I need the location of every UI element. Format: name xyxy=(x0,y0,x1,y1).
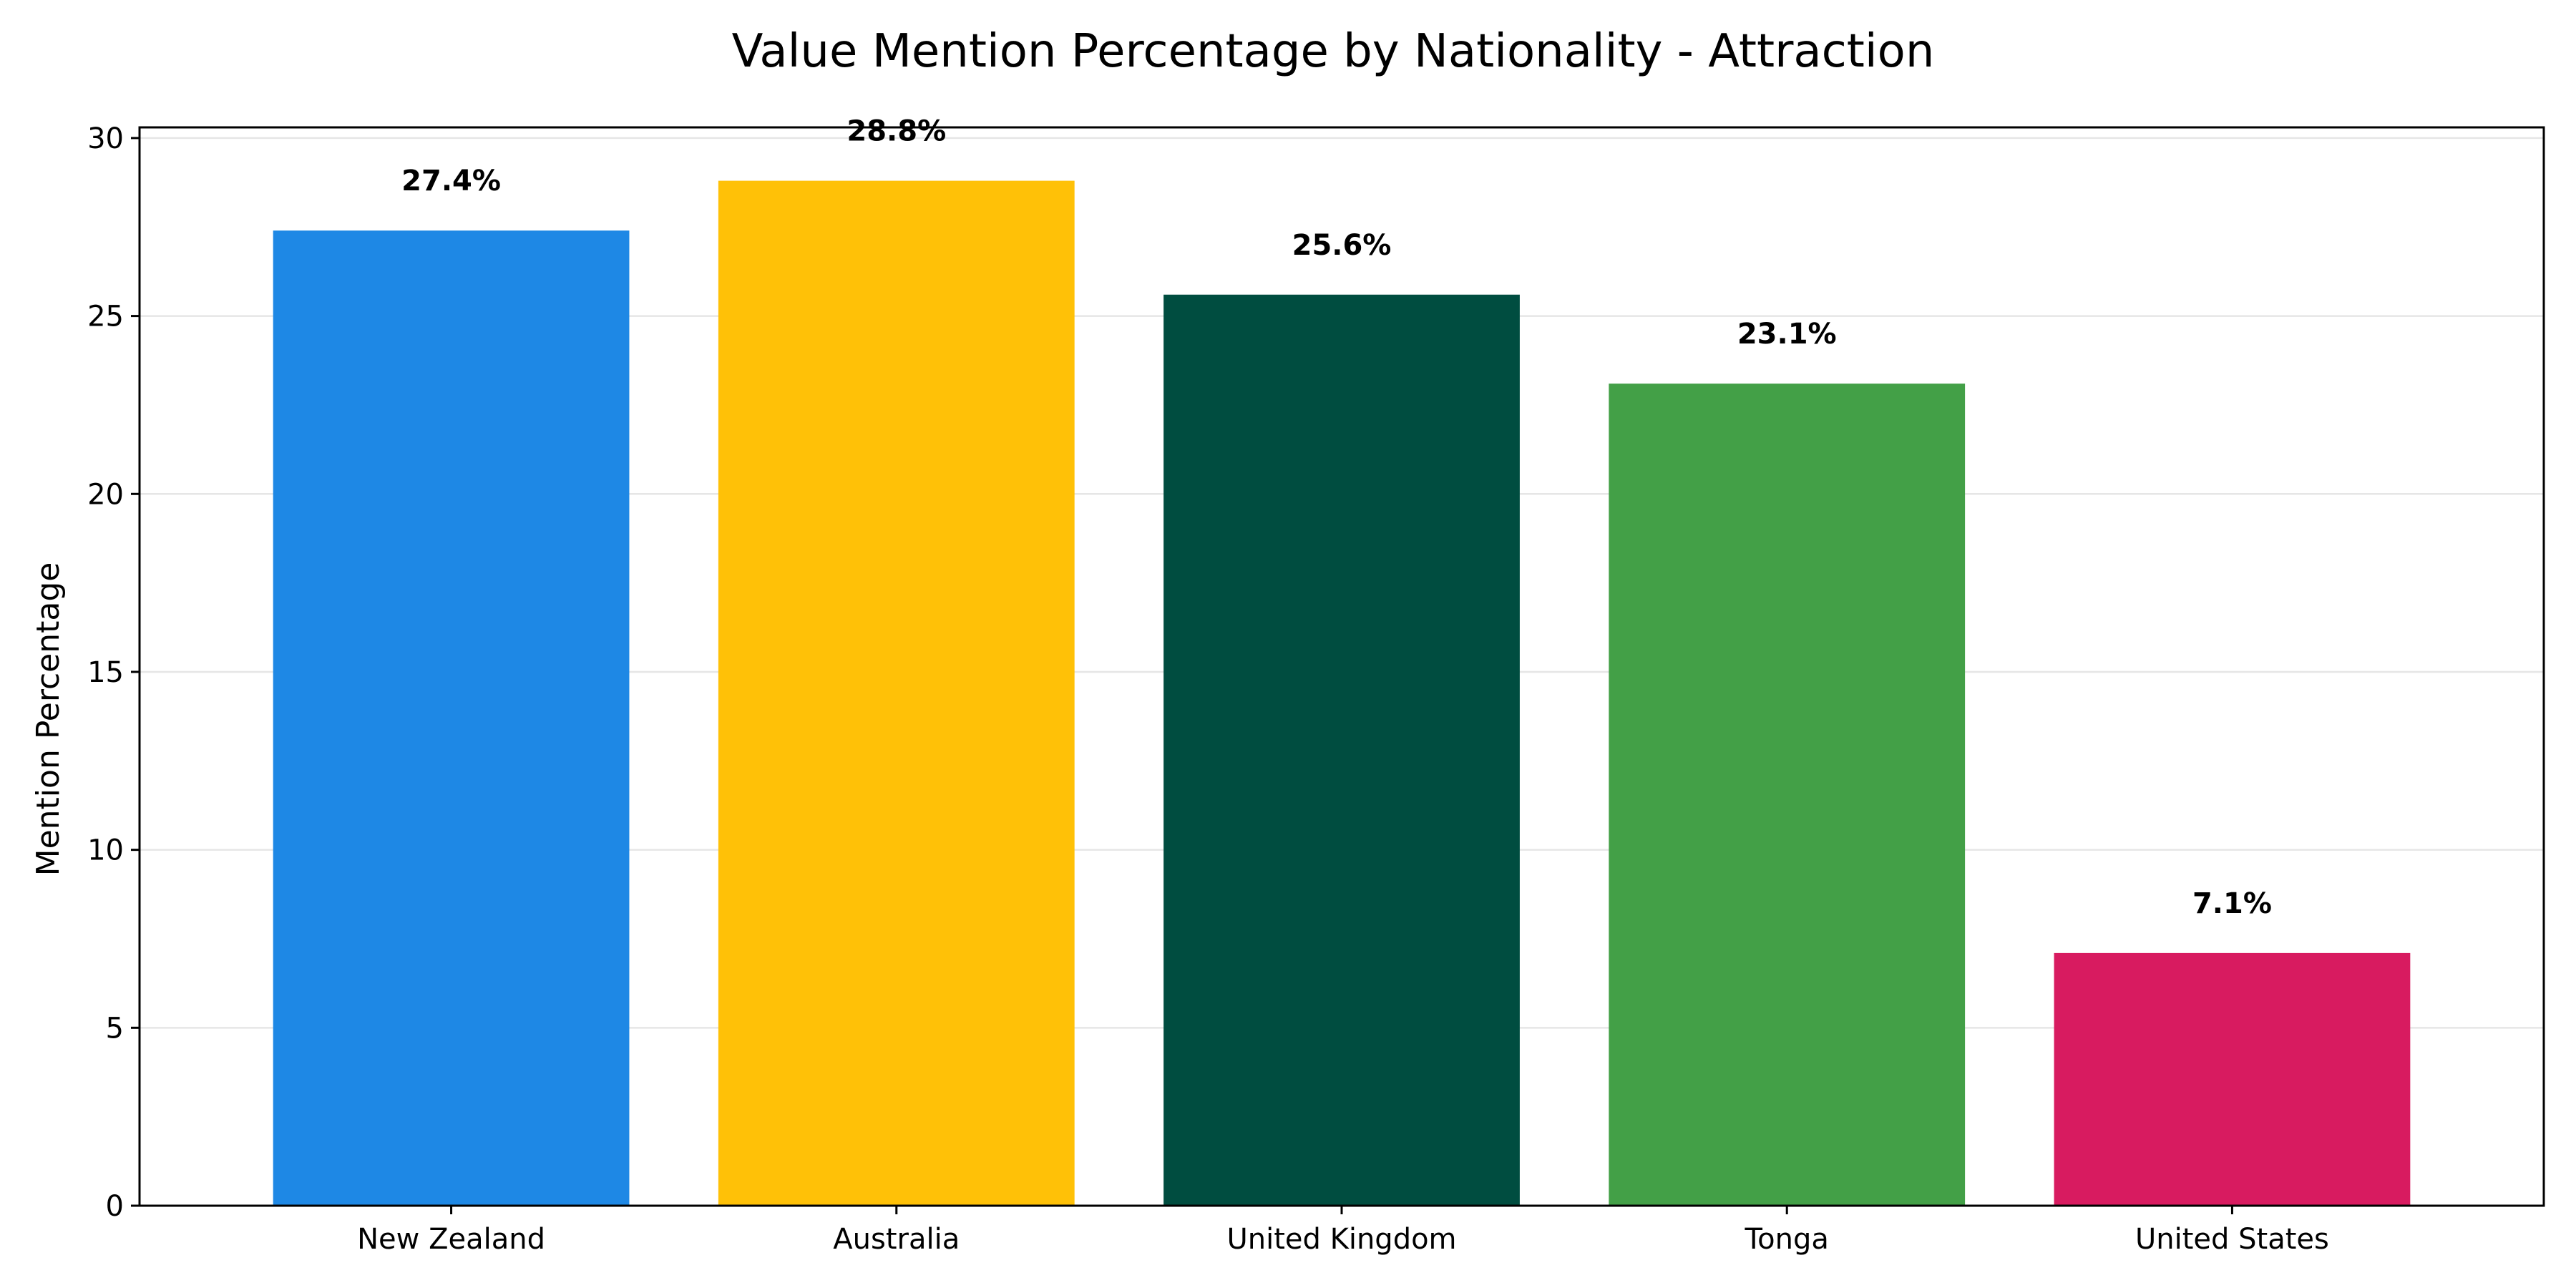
x-tick-label: United Kingdom xyxy=(1226,1223,1456,1256)
x-tick-label: New Zealand xyxy=(357,1223,545,1256)
data-label: 25.6% xyxy=(1292,229,1392,262)
bar xyxy=(718,180,1075,1206)
bar xyxy=(273,230,630,1206)
data-labels: 27.4% 28.8% 25.6% 23.1% 7.1% xyxy=(401,115,2272,920)
x-tick-label: United States xyxy=(2135,1223,2329,1256)
bars xyxy=(273,180,2411,1206)
y-axis-label: Mention Percentage xyxy=(30,562,67,877)
y-tick-label: 0 xyxy=(106,1190,124,1223)
y-tick-label: 30 xyxy=(87,122,124,155)
y-tick-label: 10 xyxy=(87,834,124,867)
x-tick-label: Australia xyxy=(833,1223,960,1256)
data-label: 7.1% xyxy=(2192,887,2272,920)
bar xyxy=(1163,294,1520,1206)
x-tick-label: Tonga xyxy=(1745,1223,1829,1256)
y-tick-label: 25 xyxy=(87,301,124,333)
axes: 0 5 10 15 20 25 30 New Zealand Australia United K… xyxy=(87,122,2545,1256)
data-label: 23.1% xyxy=(1737,318,1837,351)
chart-title: Value Mention Percentage by Nationality … xyxy=(732,25,1935,78)
y-tick-label: 5 xyxy=(106,1012,124,1045)
bar xyxy=(1609,384,1966,1206)
y-tick-label: 20 xyxy=(87,478,124,511)
y-tick-label: 15 xyxy=(87,656,124,689)
data-label: 27.4% xyxy=(401,165,501,197)
data-label: 28.8% xyxy=(847,115,946,148)
bar xyxy=(2054,952,2411,1206)
